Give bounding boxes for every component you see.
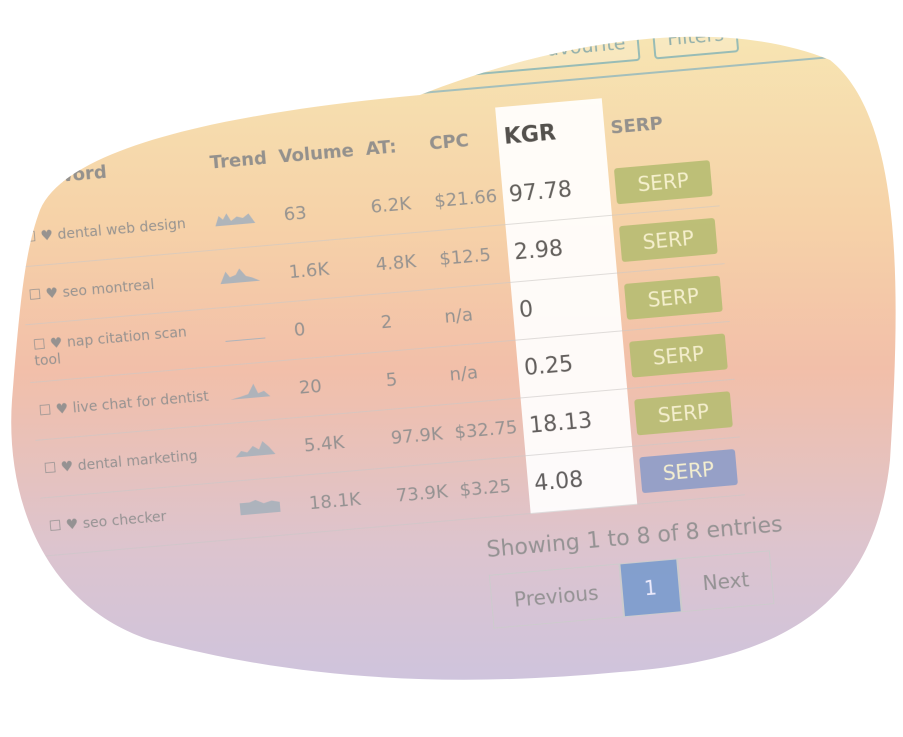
volume-cell: 63 — [275, 179, 367, 244]
trend-sparkline — [229, 378, 271, 401]
cpc-cell: $3.25 — [451, 456, 531, 520]
favourite-icon[interactable]: ☐ ♥ — [38, 400, 74, 419]
serp-button[interactable]: SERP — [634, 391, 732, 435]
trend-sparkline — [239, 494, 281, 517]
cpc-cell: n/a — [436, 282, 516, 346]
serp-button[interactable]: SERP — [639, 449, 737, 493]
table-row: ☐ ♥ live chat for dentist 20 5 n/a 0.25 SERP — [30, 321, 734, 440]
keyword: dental web design — [56, 215, 187, 243]
serp-cell: SERP — [627, 379, 739, 446]
volume-cell: 20 — [290, 352, 382, 417]
trend-cell — [232, 475, 306, 539]
trend-cell — [227, 418, 301, 482]
trend-cell — [222, 360, 296, 424]
cpc-cell: n/a — [441, 340, 521, 404]
column-header[interactable]: SERP — [609, 112, 664, 139]
at-cell: 73.9K — [387, 462, 456, 525]
kgr-cell: 97.78 — [501, 158, 613, 225]
page-button[interactable]: 1 — [619, 558, 682, 617]
kgr-cell: 18.13 — [521, 389, 633, 456]
trend-sparkline — [219, 263, 261, 286]
at-cell: 4.8K — [367, 231, 436, 294]
table-body: ☐ ♥ dental web design 63 6.2K $21.66 97.78 SE… — [15, 149, 744, 556]
trend-sparkline — [224, 321, 266, 344]
serp-button[interactable]: SERP — [619, 217, 717, 261]
keyword-panel: ♥ Show Favourite Filters Keyword Trend Vol… — [10, 75, 903, 667]
column-header[interactable]: AT: — [364, 135, 398, 160]
table-row: ☐ ♥ seo montreal 1.6K 4.8K $12.5 2.98 SERP — [20, 206, 724, 325]
volume-cell: 5.4K — [296, 410, 388, 475]
favourite-icon[interactable]: ☐ ♥ — [43, 457, 79, 477]
kgr-cell: 0 — [511, 273, 623, 340]
kgr-cell: 0.25 — [516, 331, 628, 398]
at-cell: 97.9K — [382, 404, 451, 467]
volume-cell: 0 — [285, 294, 377, 359]
trend-cell — [217, 302, 291, 366]
cpc-cell: $21.66 — [426, 167, 506, 231]
favourite-icon[interactable]: ☐ ♥ — [28, 284, 64, 304]
keyword: dental marketing — [77, 447, 199, 474]
cpc-cell: $32.75 — [446, 398, 526, 462]
keyword-table: Keyword Trend Volume AT: CPC KGR SERP ☐ ♥ dent… — [10, 89, 744, 557]
serp-cell: SERP — [632, 437, 744, 504]
at-cell: 5 — [377, 347, 446, 410]
column-header[interactable]: Volume — [277, 139, 355, 168]
table-footer: Showing 1 to 8 of 8 entries Previous 1 N… — [486, 501, 903, 628]
serp-cell: SERP — [607, 149, 719, 216]
favourite-label: Show Favourite — [479, 31, 627, 67]
keyword: seo checker — [82, 508, 168, 532]
favourite-button[interactable]: ♥ Show Favourite — [442, 23, 641, 78]
previous-button[interactable]: Previous — [489, 564, 624, 629]
favourite-icon[interactable]: ☐ ♥ — [48, 515, 84, 535]
keyword: seo montreal — [61, 276, 156, 301]
cpc-cell: $12.5 — [431, 225, 511, 289]
keyword: live chat for dentist — [72, 388, 210, 416]
trend-cell — [206, 187, 280, 250]
serp-cell: SERP — [622, 321, 734, 388]
table-row: ☐ ♥ seo checker 18.1K 73.9K $3.25 4.08 SERP — [40, 437, 744, 556]
table-row: ☐ ♥ dental marketing 5.4K 97.9K $32.75 18.13… — [35, 379, 739, 498]
kgr-cell: 4.08 — [526, 446, 638, 513]
trend-sparkline — [234, 436, 276, 459]
column-header[interactable]: Trend — [208, 147, 268, 174]
at-cell: 2 — [372, 289, 441, 352]
trend-cell — [212, 244, 286, 308]
filters-button[interactable]: Filters — [652, 14, 740, 59]
favourite-icon[interactable]: ☐ ♥ — [32, 334, 68, 354]
volume-cell: 18.1K — [301, 468, 393, 533]
serp-cell: SERP — [612, 206, 724, 273]
column-header[interactable]: CPC — [428, 129, 470, 154]
column-header[interactable]: KGR — [495, 98, 607, 167]
serp-button[interactable]: SERP — [624, 275, 722, 319]
serp-cell: SERP — [617, 264, 729, 331]
table-row: ☐ ♥ nap citation scan tool 0 2 n/a 0 SERP — [25, 264, 729, 383]
table-row: ☐ ♥ dental web design 63 6.2K $21.66 97.78 SE… — [15, 149, 719, 267]
serp-button[interactable]: SERP — [629, 333, 727, 377]
kgr-cell: 2.98 — [506, 215, 618, 282]
volume-cell: 1.6K — [280, 237, 372, 302]
at-cell: 6.2K — [362, 174, 431, 237]
next-button[interactable]: Next — [677, 550, 774, 612]
favourite-icon[interactable]: ☐ ♥ — [22, 226, 59, 246]
serp-button[interactable]: SERP — [614, 160, 712, 204]
trend-sparkline — [214, 205, 256, 228]
